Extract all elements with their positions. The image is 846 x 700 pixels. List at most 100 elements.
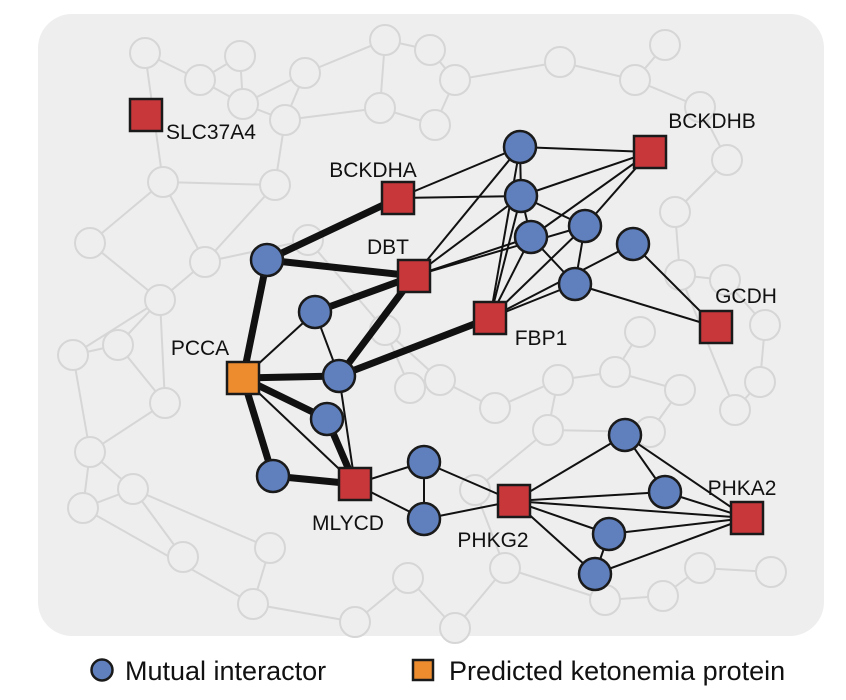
background-node [167, 541, 199, 573]
background-node [149, 387, 181, 419]
background-node [74, 436, 106, 468]
background-node [659, 196, 691, 228]
protein-node-bckdha [380, 180, 416, 216]
background-edge [307, 239, 386, 331]
protein-label-fbp1: FBP1 [515, 327, 568, 350]
protein-label-phkg2: PHKG2 [457, 529, 528, 552]
interaction-edge [513, 500, 748, 519]
background-node [649, 29, 681, 61]
background-node [664, 374, 696, 406]
background-node [392, 562, 424, 594]
background-node [755, 556, 787, 588]
background-node [619, 64, 651, 96]
background-node [369, 24, 401, 56]
protein-label-phka2: PHKA2 [708, 477, 777, 500]
mutual-interactor-node [255, 458, 291, 494]
background-node [419, 109, 451, 141]
legend: Mutual interactor Predicted ketonemia pr… [90, 656, 785, 686]
background-node [744, 366, 776, 398]
background-node [414, 34, 446, 66]
background-node [147, 166, 179, 198]
background-node [664, 259, 696, 291]
mutual-interactor-node [309, 401, 345, 437]
interaction-edge [397, 195, 522, 199]
background-node [684, 91, 716, 123]
background-node [237, 588, 269, 620]
strong-interaction-edge [335, 314, 494, 380]
background-node [57, 339, 89, 371]
mutual-interactor-node [321, 358, 357, 394]
interaction-edge [513, 434, 626, 502]
mutual-interactor-node [406, 501, 442, 537]
legend-interactor-label: Mutual interactor [125, 656, 326, 686]
background-edge [204, 184, 276, 263]
protein-label-slc37a4: SLC37A4 [166, 121, 256, 144]
background-node [74, 227, 106, 259]
interaction-edge [513, 491, 666, 502]
protein-node-gcdh [698, 309, 734, 345]
protein-label-bckdha: BCKDHA [329, 159, 417, 182]
background-edge [72, 354, 91, 453]
protein-label-dbt: DBT [367, 236, 409, 259]
interaction-edge [242, 377, 356, 485]
background-node [544, 46, 576, 78]
background-node [439, 612, 471, 644]
mutual-interactor-node [513, 219, 549, 255]
background-node [254, 532, 286, 564]
background-nodes [57, 24, 787, 644]
protein-label-pcca: PCCA [171, 337, 229, 360]
interaction-edge [519, 146, 651, 153]
background-node [684, 552, 716, 584]
background-node [259, 169, 291, 201]
mutual-interactor-node [502, 129, 538, 165]
interaction-edge [530, 151, 651, 238]
protein-nodes: SLC37A4 BCKDHA BCKDHB DBT FBP1 GCDH PCCA MLYCD P… [128, 97, 777, 552]
network-panel [38, 14, 824, 636]
background-node [542, 364, 574, 396]
background-node [102, 329, 134, 361]
mutual-interactor-node [567, 208, 603, 244]
background-node [424, 364, 456, 396]
protein-node-dbt [396, 258, 432, 294]
mutual-interactor-node [591, 516, 627, 552]
protein-node-bckdhb [632, 134, 668, 170]
background-node [711, 144, 743, 176]
interaction-edge [574, 283, 717, 328]
strong-interaction-edge [263, 194, 402, 264]
strong-interaction-edge [239, 256, 271, 382]
background-edge [72, 299, 161, 356]
background-node [227, 88, 259, 120]
background-node [67, 492, 99, 524]
background-node [184, 64, 216, 96]
protein-label-mlycd: MLYCD [312, 512, 384, 535]
strong-interaction-edge [263, 256, 418, 280]
background-node [339, 606, 371, 638]
mutual-interactor-node [577, 556, 613, 592]
legend-predicted-marker [411, 658, 435, 682]
protein-node-pcca [225, 360, 261, 396]
interaction-edge [413, 146, 521, 277]
background-node [489, 552, 521, 584]
background-node [394, 372, 426, 404]
mutual-interactor-node [406, 444, 442, 480]
interactor-nodes [249, 129, 683, 592]
interaction-edge [594, 517, 748, 575]
mutual-interactor-node [557, 266, 593, 302]
legend-interactor-marker [90, 658, 114, 682]
protein-node-phka2 [729, 500, 765, 536]
background-node [144, 284, 176, 316]
interaction-edge [489, 195, 522, 319]
background-node [439, 64, 471, 96]
protein-node-slc37a4 [128, 97, 164, 133]
background-node [532, 414, 564, 446]
background-node [709, 264, 741, 296]
background-node [599, 356, 631, 388]
background-edge [252, 603, 356, 623]
mutual-interactor-node [607, 417, 643, 453]
background-edge [159, 299, 166, 404]
interaction-edge [608, 517, 748, 535]
background-edge [454, 61, 561, 81]
interaction-edge [520, 151, 651, 197]
background-node [189, 246, 221, 278]
legend-predicted-label: Predicted ketonemia protein [449, 656, 785, 686]
